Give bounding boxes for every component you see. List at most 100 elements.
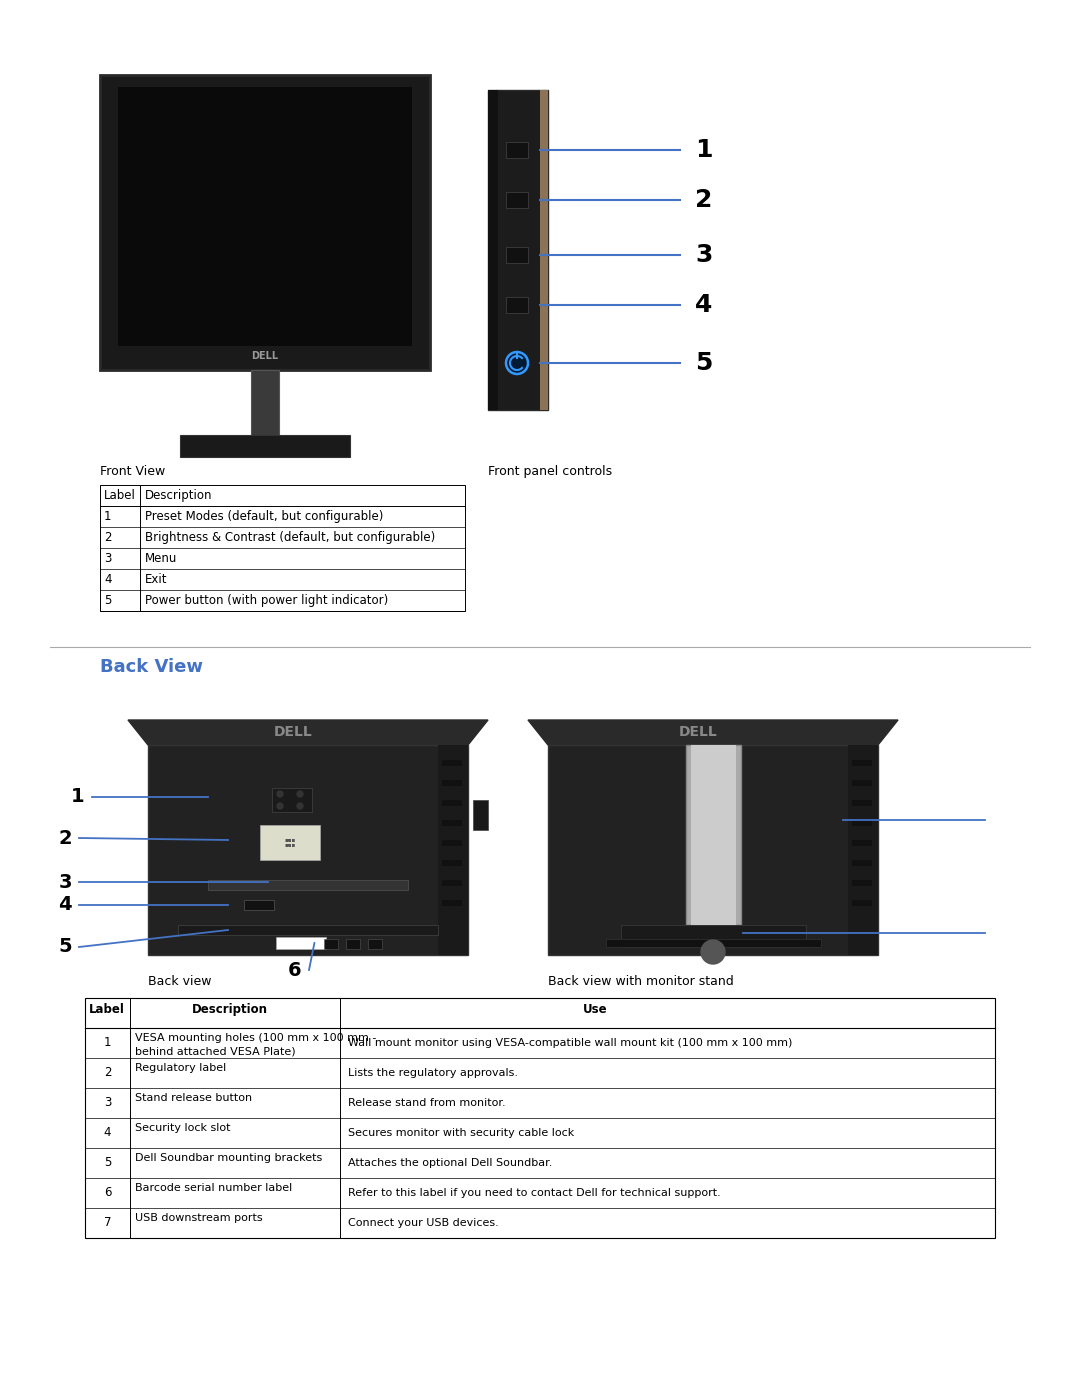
Text: 4: 4	[696, 293, 713, 317]
Bar	[324, 939, 338, 949]
Bar	[442, 780, 462, 787]
Text: 6: 6	[104, 1186, 111, 1200]
Text: 5: 5	[696, 351, 713, 374]
Text: 2: 2	[104, 1066, 111, 1080]
Bar	[442, 820, 462, 826]
Text: Menu: Menu	[145, 552, 177, 564]
Bar	[272, 788, 312, 812]
Bar	[208, 880, 408, 890]
Text: 4: 4	[104, 1126, 111, 1140]
Bar	[368, 939, 382, 949]
Bar	[540, 89, 548, 409]
Bar	[85, 997, 995, 1238]
Text: 2: 2	[58, 828, 71, 848]
Polygon shape	[528, 719, 897, 745]
Text: 2: 2	[696, 189, 713, 212]
Text: Security lock slot: Security lock slot	[135, 1123, 230, 1133]
Text: Lists the regulatory approvals.: Lists the regulatory approvals.	[348, 1067, 518, 1078]
Text: Back View: Back View	[100, 658, 203, 676]
Bar	[260, 826, 320, 861]
Bar	[438, 745, 468, 956]
Bar	[251, 370, 279, 434]
Text: Label: Label	[89, 1003, 125, 1016]
Text: 4: 4	[104, 573, 111, 585]
Text: Exit: Exit	[145, 573, 167, 585]
Text: 7: 7	[104, 1217, 111, 1229]
Text: Dell Soundbar mounting brackets: Dell Soundbar mounting brackets	[135, 1153, 322, 1162]
Bar	[548, 745, 878, 956]
Bar	[852, 900, 872, 907]
Bar	[852, 861, 872, 866]
Bar	[244, 900, 274, 909]
Text: Front panel controls: Front panel controls	[488, 465, 612, 478]
Text: Front View: Front View	[100, 465, 165, 478]
Circle shape	[701, 940, 725, 964]
Text: Refer to this label if you need to contact Dell for technical support.: Refer to this label if you need to conta…	[348, 1187, 720, 1199]
Circle shape	[276, 791, 283, 798]
Circle shape	[276, 803, 283, 809]
Bar	[442, 861, 462, 866]
Bar	[276, 937, 326, 949]
Bar	[148, 745, 468, 956]
Bar	[852, 780, 872, 787]
Text: Back view with monitor stand: Back view with monitor stand	[548, 975, 733, 988]
Text: Stand release button: Stand release button	[135, 1092, 252, 1104]
Bar	[442, 840, 462, 847]
Bar	[442, 760, 462, 766]
Text: Brightness & Contrast (default, but configurable): Brightness & Contrast (default, but conf…	[145, 531, 435, 543]
Bar	[852, 760, 872, 766]
Bar	[100, 485, 465, 610]
Bar	[507, 191, 528, 208]
Text: Attaches the optional Dell Soundbar.: Attaches the optional Dell Soundbar.	[348, 1158, 552, 1168]
Text: 1: 1	[104, 510, 111, 522]
Bar	[690, 745, 735, 925]
Bar	[606, 939, 821, 947]
Text: VESA mounting holes (100 mm x 100 mm -: VESA mounting holes (100 mm x 100 mm -	[135, 1032, 376, 1044]
Text: Label: Label	[104, 489, 136, 502]
Circle shape	[507, 352, 528, 374]
Bar	[852, 880, 872, 886]
Bar	[180, 434, 350, 457]
Text: 1: 1	[104, 1037, 111, 1049]
Text: Description: Description	[192, 1003, 268, 1016]
Text: 5: 5	[104, 1157, 111, 1169]
Bar	[488, 89, 498, 409]
Text: Regulatory label: Regulatory label	[135, 1063, 226, 1073]
Text: DELL: DELL	[252, 351, 279, 360]
Text: ▪▪▪
▪▪▪: ▪▪▪ ▪▪▪	[284, 837, 296, 848]
Bar	[852, 840, 872, 847]
Text: 6: 6	[288, 961, 301, 979]
Text: Connect your USB devices.: Connect your USB devices.	[348, 1218, 499, 1228]
Text: 5: 5	[58, 937, 71, 957]
Bar	[488, 89, 548, 409]
Polygon shape	[129, 719, 488, 745]
Text: DELL: DELL	[678, 725, 717, 739]
Bar	[473, 800, 488, 830]
Bar	[852, 800, 872, 806]
Text: 1: 1	[71, 788, 85, 806]
Circle shape	[297, 791, 303, 798]
Text: 3: 3	[104, 1097, 111, 1109]
Text: 2: 2	[104, 531, 111, 543]
Text: behind attached VESA Plate): behind attached VESA Plate)	[135, 1046, 296, 1056]
Bar	[442, 900, 462, 907]
Text: Secures monitor with security cable lock: Secures monitor with security cable lock	[348, 1127, 575, 1139]
Bar	[686, 745, 741, 925]
Text: DELL: DELL	[273, 725, 312, 739]
Bar	[442, 880, 462, 886]
Text: 3: 3	[58, 873, 71, 891]
Text: Description: Description	[145, 489, 213, 502]
Bar	[178, 925, 438, 935]
Bar	[507, 298, 528, 313]
Bar	[100, 75, 430, 370]
Bar	[442, 800, 462, 806]
Text: Wall mount monitor using VESA-compatible wall mount kit (100 mm x 100 mm): Wall mount monitor using VESA-compatible…	[348, 1038, 793, 1048]
Bar	[346, 939, 360, 949]
Text: Barcode serial number label: Barcode serial number label	[135, 1183, 293, 1193]
Text: Use: Use	[582, 1003, 607, 1016]
Text: 3: 3	[104, 552, 111, 564]
Text: Preset Modes (default, but configurable): Preset Modes (default, but configurable)	[145, 510, 383, 522]
Bar	[507, 142, 528, 158]
Bar	[852, 820, 872, 826]
Circle shape	[297, 803, 303, 809]
